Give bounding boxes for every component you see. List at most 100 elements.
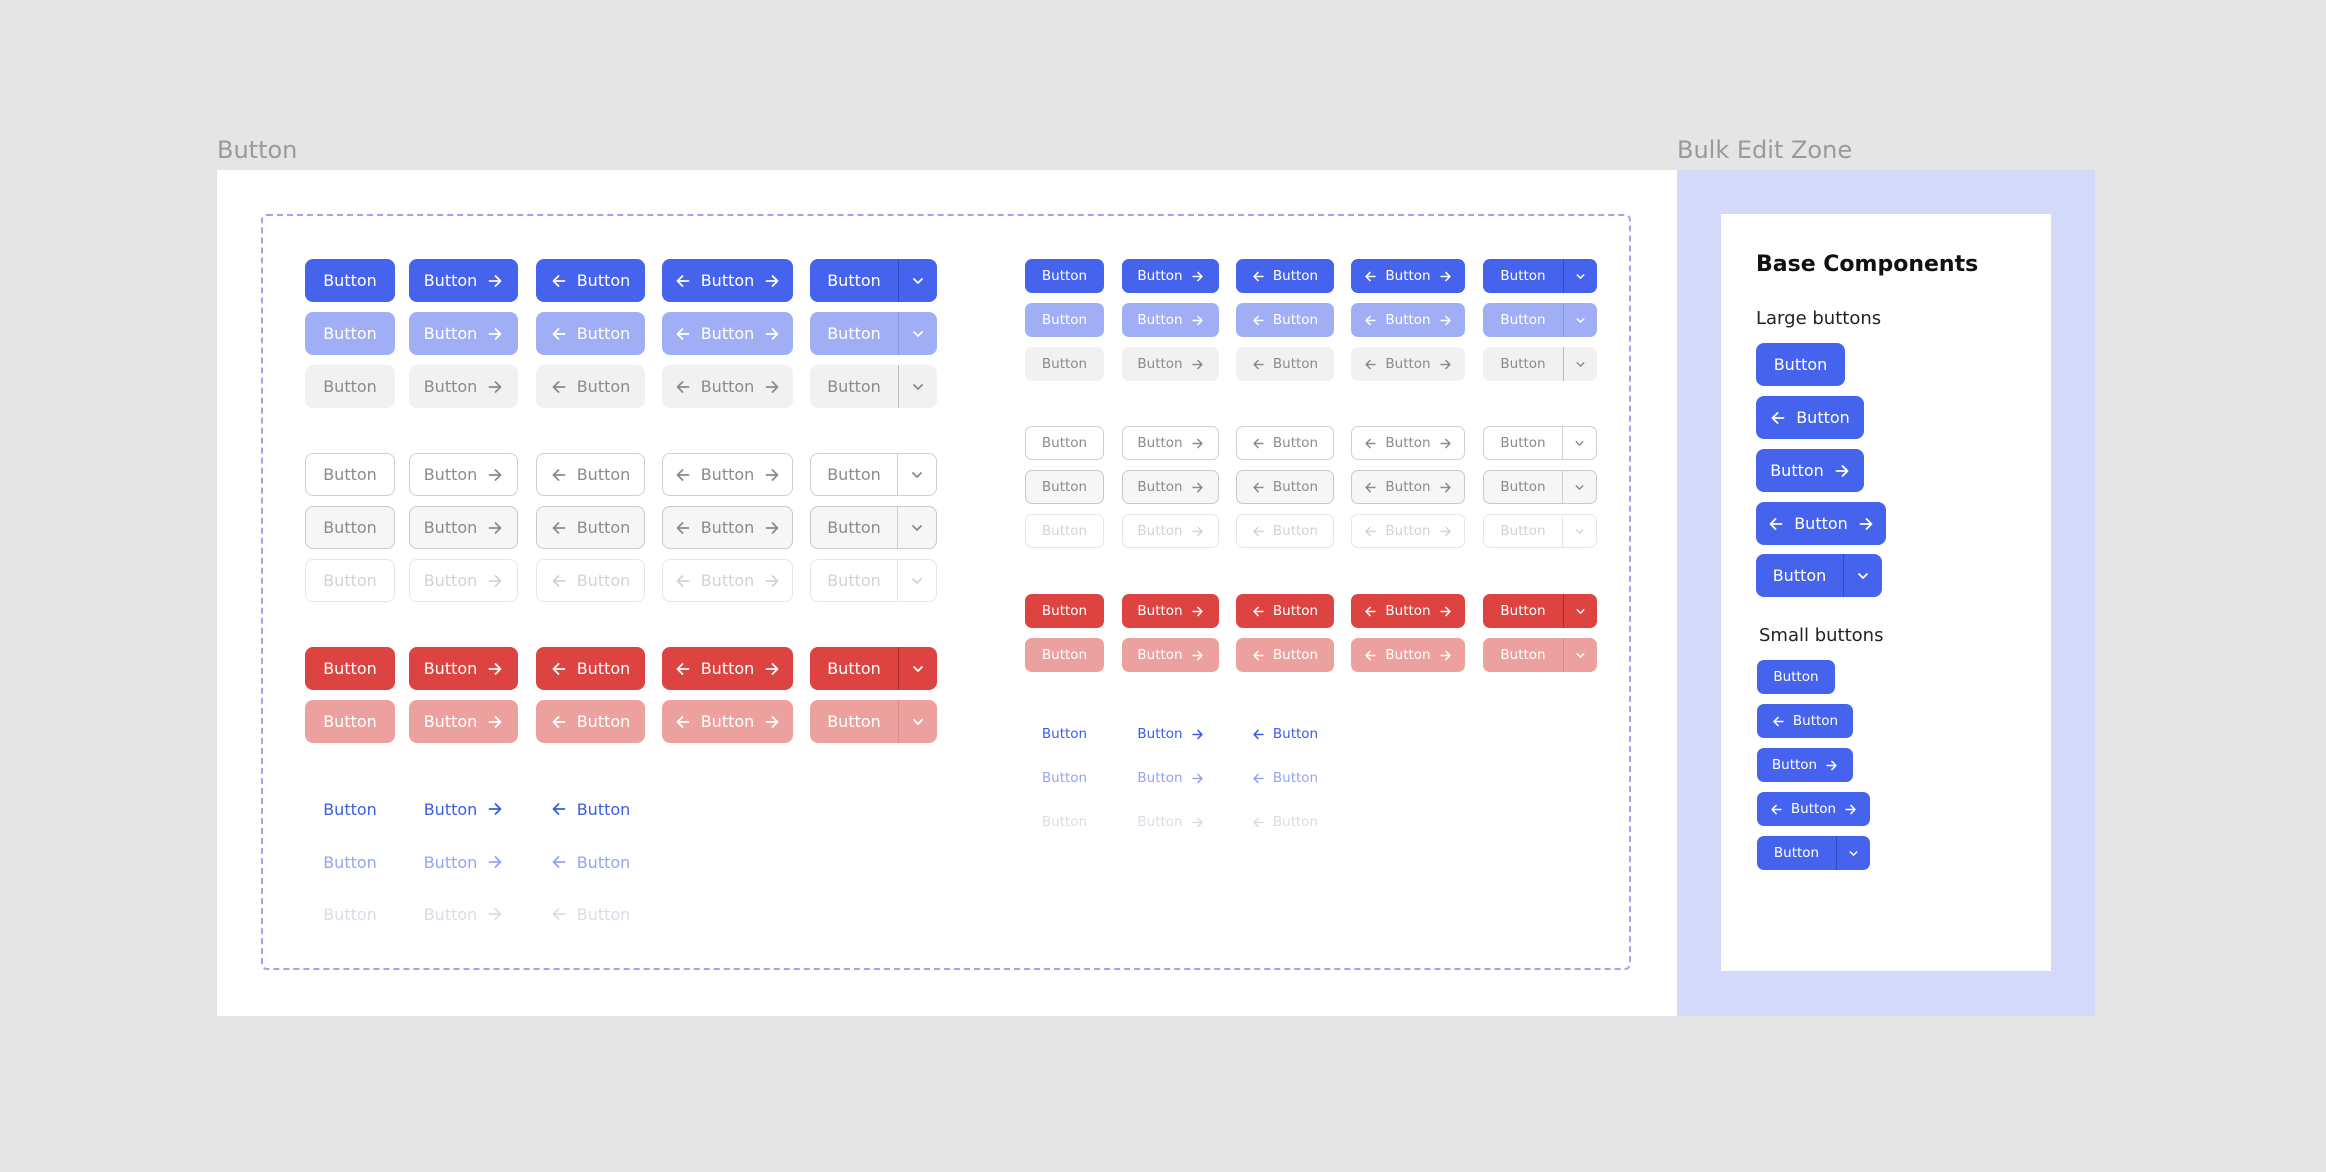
primary-button[interactable]: Button xyxy=(662,259,793,302)
split-button-dropdown[interactable] xyxy=(1562,515,1596,547)
split-button-main[interactable]: Button xyxy=(810,647,898,690)
link-button[interactable]: Button xyxy=(536,791,645,827)
outline-disabled-button[interactable]: Button xyxy=(1236,514,1334,548)
link-light-button[interactable]: Button xyxy=(1025,760,1104,796)
primary-button[interactable]: Button xyxy=(1122,259,1219,293)
link-light-button[interactable]: Button xyxy=(1122,760,1219,796)
danger-button[interactable]: Button xyxy=(1236,594,1334,628)
link-button[interactable]: Button xyxy=(409,791,518,827)
danger-light-button[interactable]: Button xyxy=(409,700,518,743)
outline-button[interactable]: Button xyxy=(305,453,395,496)
primary-hover-button[interactable]: Button xyxy=(662,312,793,355)
neutral-button[interactable]: Button xyxy=(1236,347,1334,381)
primary-split-button[interactable]: Button xyxy=(810,259,937,302)
outline-button[interactable]: Button xyxy=(1025,426,1104,460)
outline-hover-button[interactable]: Button xyxy=(1351,470,1465,504)
primary-hover-button[interactable]: Button xyxy=(1351,303,1465,337)
outline-hover-button[interactable]: Button xyxy=(305,506,395,549)
base-small-button[interactable]: Button xyxy=(1757,748,1853,782)
outline-hover-button[interactable]: Button xyxy=(662,506,793,549)
split-button-dropdown[interactable] xyxy=(1836,836,1870,870)
outline-hover-button[interactable]: Button xyxy=(1025,470,1104,504)
outline-disabled-split-button[interactable]: Button xyxy=(810,559,937,602)
base-large-button[interactable]: Button xyxy=(1756,396,1864,439)
neutral-button[interactable]: Button xyxy=(1351,347,1465,381)
outline-split-button[interactable]: Button xyxy=(1483,426,1597,460)
split-button-main[interactable]: Button xyxy=(1483,259,1563,293)
outline-button[interactable]: Button xyxy=(1351,426,1465,460)
danger-split-button[interactable]: Button xyxy=(1483,594,1597,628)
outline-hover-split-button[interactable]: Button xyxy=(810,506,937,549)
split-button-main[interactable]: Button xyxy=(1484,427,1562,459)
primary-hover-button[interactable]: Button xyxy=(536,312,645,355)
outline-button[interactable]: Button xyxy=(662,453,793,496)
link-disabled-button[interactable]: Button xyxy=(1122,804,1219,840)
outline-disabled-button[interactable]: Button xyxy=(662,559,793,602)
link-button[interactable]: Button xyxy=(1236,716,1334,752)
neutral-button[interactable]: Button xyxy=(409,365,518,408)
neutral-button[interactable]: Button xyxy=(536,365,645,408)
split-button-main[interactable]: Button xyxy=(810,365,898,408)
split-button-main[interactable]: Button xyxy=(1483,638,1563,672)
primary-button[interactable]: Button xyxy=(1025,259,1104,293)
link-light-button[interactable]: Button xyxy=(409,844,518,880)
split-button-dropdown[interactable] xyxy=(898,647,937,690)
outline-hover-button[interactable]: Button xyxy=(1236,470,1334,504)
danger-light-button[interactable]: Button xyxy=(536,700,645,743)
split-button-dropdown[interactable] xyxy=(897,454,936,495)
danger-button[interactable]: Button xyxy=(409,647,518,690)
outline-button[interactable]: Button xyxy=(536,453,645,496)
danger-button[interactable]: Button xyxy=(305,647,395,690)
neutral-button[interactable]: Button xyxy=(305,365,395,408)
link-disabled-button[interactable]: Button xyxy=(409,896,518,932)
primary-button[interactable]: Button xyxy=(1236,259,1334,293)
danger-split-button[interactable]: Button xyxy=(810,647,937,690)
link-disabled-button[interactable]: Button xyxy=(305,896,395,932)
split-button-dropdown[interactable] xyxy=(898,365,937,408)
split-button-dropdown[interactable] xyxy=(1563,259,1597,293)
outline-disabled-split-button[interactable]: Button xyxy=(1483,514,1597,548)
split-button-dropdown[interactable] xyxy=(1562,471,1596,503)
split-button-main[interactable]: Button xyxy=(1756,554,1843,597)
danger-light-button[interactable]: Button xyxy=(662,700,793,743)
neutral-button[interactable]: Button xyxy=(1025,347,1104,381)
danger-button[interactable]: Button xyxy=(536,647,645,690)
base-large-split-button[interactable]: Button xyxy=(1756,554,1882,597)
danger-button[interactable]: Button xyxy=(662,647,793,690)
link-light-button[interactable]: Button xyxy=(536,844,645,880)
primary-hover-button[interactable]: Button xyxy=(1025,303,1104,337)
primary-hover-button[interactable]: Button xyxy=(1236,303,1334,337)
split-button-main[interactable]: Button xyxy=(811,560,897,601)
split-button-main[interactable]: Button xyxy=(810,700,898,743)
outline-split-button[interactable]: Button xyxy=(810,453,937,496)
primary-button[interactable]: Button xyxy=(409,259,518,302)
outline-disabled-button[interactable]: Button xyxy=(409,559,518,602)
outline-button[interactable]: Button xyxy=(409,453,518,496)
link-disabled-button[interactable]: Button xyxy=(1236,804,1334,840)
split-button-dropdown[interactable] xyxy=(898,259,937,302)
split-button-main[interactable]: Button xyxy=(1483,347,1563,381)
split-button-dropdown[interactable] xyxy=(1563,347,1597,381)
split-button-main[interactable]: Button xyxy=(811,507,897,548)
link-disabled-button[interactable]: Button xyxy=(536,896,645,932)
outline-hover-button[interactable]: Button xyxy=(409,506,518,549)
outline-hover-split-button[interactable]: Button xyxy=(1483,470,1597,504)
split-button-main[interactable]: Button xyxy=(1484,471,1562,503)
danger-light-button[interactable]: Button xyxy=(1122,638,1219,672)
danger-light-button[interactable]: Button xyxy=(1236,638,1334,672)
danger-button[interactable]: Button xyxy=(1025,594,1104,628)
danger-button[interactable]: Button xyxy=(1351,594,1465,628)
outline-disabled-button[interactable]: Button xyxy=(1025,514,1104,548)
split-button-dropdown[interactable] xyxy=(898,312,937,355)
split-button-main[interactable]: Button xyxy=(1484,515,1562,547)
split-button-main[interactable]: Button xyxy=(1483,303,1563,337)
neutral-button[interactable]: Button xyxy=(1122,347,1219,381)
base-large-button[interactable]: Button xyxy=(1756,502,1886,545)
primary-button[interactable]: Button xyxy=(305,259,395,302)
split-button-dropdown[interactable] xyxy=(1562,427,1596,459)
split-button-main[interactable]: Button xyxy=(811,454,897,495)
link-disabled-button[interactable]: Button xyxy=(1025,804,1104,840)
link-light-button[interactable]: Button xyxy=(305,844,395,880)
danger-light-split-button[interactable]: Button xyxy=(1483,638,1597,672)
split-button-main[interactable]: Button xyxy=(1483,594,1563,628)
